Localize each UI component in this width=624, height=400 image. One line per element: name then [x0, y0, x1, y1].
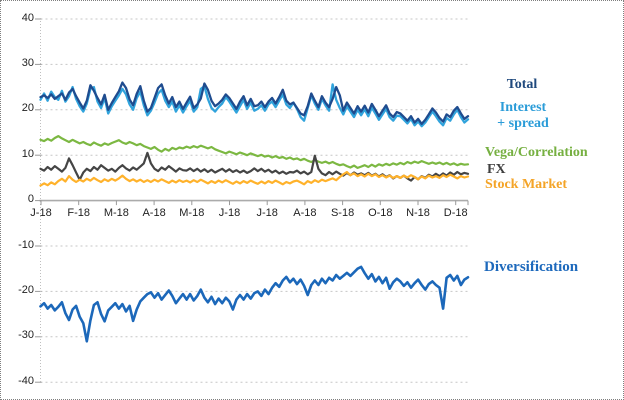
y-axis-tick-label: 30	[21, 56, 34, 69]
legend-label-fx: FX	[487, 162, 506, 177]
series-line-stock-market	[39, 170, 470, 187]
x-axis-tick-label: A-18	[293, 206, 317, 219]
series-line-total	[39, 81, 470, 126]
x-axis-tick-label: J-18	[30, 206, 52, 219]
y-axis-tick-label: 20	[21, 102, 34, 115]
x-axis-tick-label: J-18	[218, 206, 241, 219]
legend-label-stock-market: Stock Market	[485, 177, 568, 192]
x-axis-tick-label: F-18	[67, 206, 90, 219]
y-axis-tick-label: -40	[18, 374, 34, 387]
x-axis-tick-label: N-18	[406, 206, 430, 219]
x-axis-tick-label: S-18	[330, 206, 355, 219]
series-line-interest-spread	[39, 83, 470, 128]
legend-label-vega-correlation: Vega/Correlation	[485, 145, 588, 160]
y-axis-tick-label: 10	[21, 147, 34, 160]
x-axis-tick-label: J-18	[256, 206, 278, 219]
y-axis-tick-label: -10	[18, 238, 34, 251]
legend-label-interest-spread: Interest + spread	[480, 100, 566, 132]
legend-label-interest-line1: Interest	[499, 100, 547, 115]
legend-label-diversification: Diversification	[484, 259, 579, 275]
y-axis-tick-label: -20	[18, 283, 34, 296]
legend-label-interest-line2: + spread	[497, 116, 549, 131]
y-axis-tick-label: 0	[27, 193, 34, 206]
series-line-diversification	[39, 265, 470, 343]
x-axis-tick-label: O-18	[368, 206, 393, 219]
y-axis-tick-label: -30	[18, 329, 34, 342]
legend-label-total: Total	[506, 77, 538, 92]
y-axis-tick-label: 40	[21, 11, 34, 24]
x-axis-tick-label: M-18	[103, 206, 129, 219]
x-axis-tick-label: D-18	[443, 206, 468, 219]
series-line-vega-correlation	[39, 135, 470, 169]
x-axis-tick-label: A-18	[142, 206, 166, 219]
x-axis-tick-label: M-18	[179, 206, 205, 219]
